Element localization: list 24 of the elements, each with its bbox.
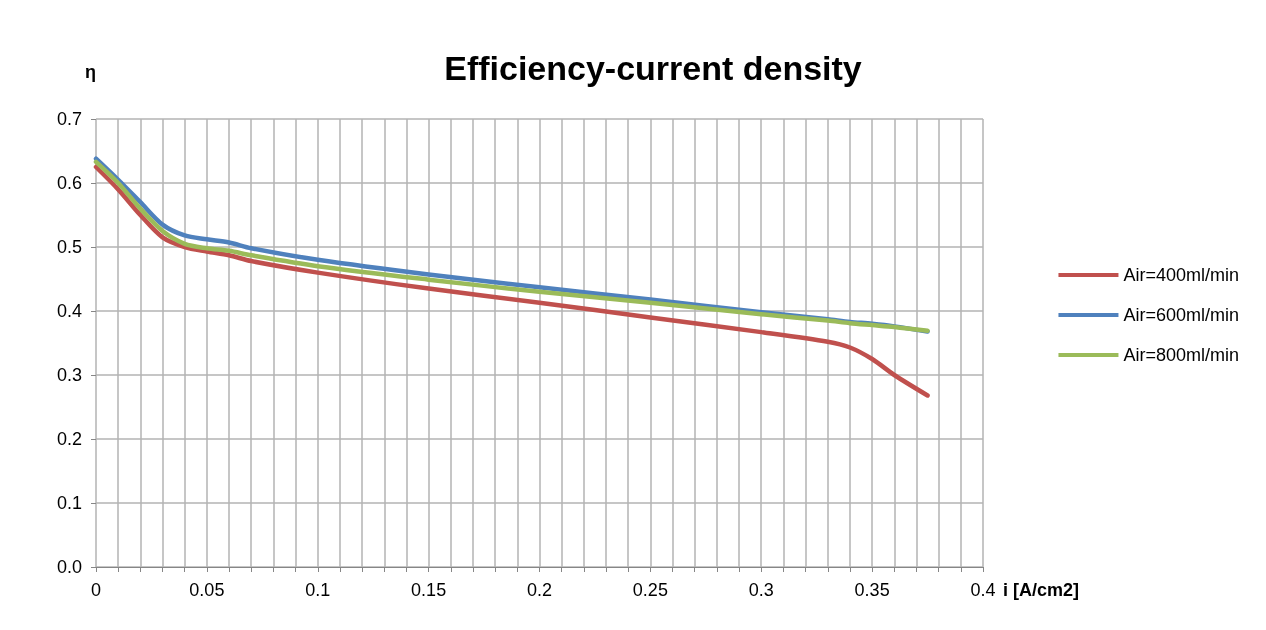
x-tick-label: 0.4	[970, 580, 996, 600]
x-tick-label: 0.15	[411, 580, 447, 600]
line-series	[93, 164, 930, 398]
x-tick-label: 0.25	[632, 580, 668, 600]
y-tick-label: 0.3	[56, 365, 82, 385]
x-tick-label: 0.1	[305, 580, 331, 600]
x-tick-label: 0.35	[854, 580, 890, 600]
y-tick-label: 0.1	[56, 493, 82, 513]
x-tick-label: 0.3	[748, 580, 774, 600]
chart-title: Efficiency-current density	[444, 49, 862, 87]
legend-label: Air=600ml/min	[1123, 305, 1240, 325]
y-tick-label: 0.6	[56, 173, 82, 193]
y-tick-label: 0.5	[56, 237, 82, 257]
y-tick-label: 0.0	[56, 557, 82, 577]
legend-label: Air=400ml/min	[1123, 265, 1240, 285]
x-tick-label: 0	[90, 580, 102, 600]
y-axis-title: η	[85, 62, 96, 82]
y-tick-label: 0.7	[56, 109, 82, 129]
x-tick-label: 0.2	[526, 580, 553, 600]
x-axis-title: i [A/cm2]	[1003, 580, 1080, 600]
legend-label: Air=800ml/min	[1123, 345, 1240, 365]
y-tick-label: 0.4	[56, 301, 82, 321]
y-tick-label: 0.2	[56, 429, 82, 449]
x-tick-label: 0.05	[189, 580, 225, 600]
